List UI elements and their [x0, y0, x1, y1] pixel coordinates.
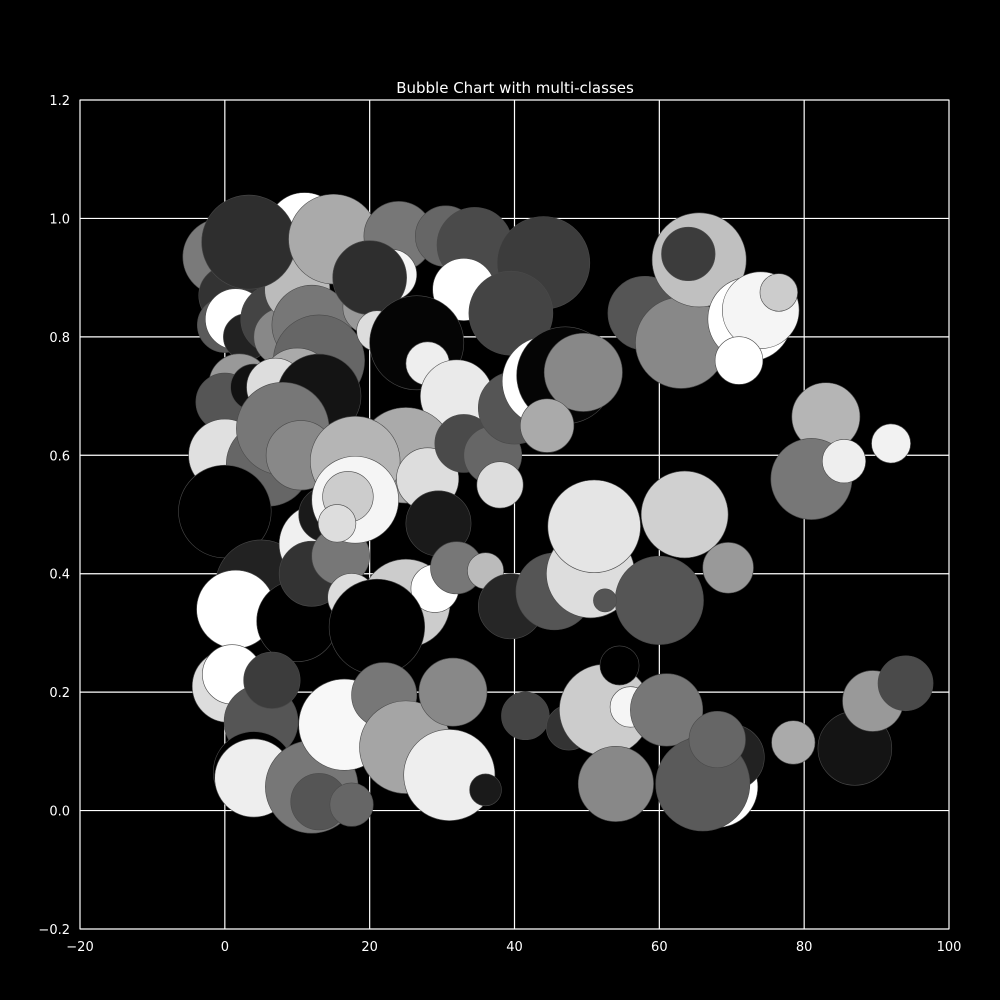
bubble-point: [614, 555, 704, 645]
bubble-point: [871, 423, 911, 464]
y-tick-label: 0.6: [49, 449, 70, 464]
x-tick-label: 80: [796, 940, 813, 955]
bubble-point: [476, 461, 524, 509]
bubble-point: [640, 470, 729, 559]
y-tick-label: 0.2: [49, 686, 70, 701]
x-tick-label: 100: [937, 940, 962, 955]
bubble-point: [501, 691, 550, 741]
bubble-series: [178, 192, 934, 834]
bubble-point: [201, 194, 297, 290]
x-tick-label: 0: [221, 940, 229, 955]
y-tick-label: 0.4: [49, 568, 70, 583]
bubble-point: [243, 651, 301, 709]
x-tick-label: −20: [66, 940, 93, 955]
bubble-point: [547, 479, 641, 573]
x-tick-label: 60: [651, 940, 668, 955]
bubble-point: [599, 645, 640, 686]
bubble-point: [593, 588, 617, 613]
bubble-point: [702, 542, 754, 594]
bubble-point: [317, 504, 357, 543]
bubble-point: [329, 782, 374, 827]
x-tick-label: 40: [506, 940, 523, 955]
y-axis-ticks: −0.2 0.0 0.2 0.4 0.6 0.8 1.0 1.2: [38, 94, 70, 938]
chart-title: Bubble Chart with multi-classes: [396, 79, 634, 97]
bubble-point: [661, 226, 716, 282]
y-tick-label: 0.0: [49, 805, 70, 820]
bubble-point: [328, 578, 426, 676]
bubble-point: [469, 773, 502, 807]
bubble-point: [543, 332, 623, 412]
bubble-point: [519, 398, 575, 453]
plot-area-frame: [79, 99, 950, 930]
y-tick-label: −0.2: [38, 923, 70, 938]
bubble-point: [630, 673, 704, 747]
bubble-point: [688, 710, 746, 769]
bubble-point: [821, 439, 867, 484]
bubble-point: [877, 655, 934, 712]
y-tick-label: 1.0: [49, 212, 70, 227]
bubble-point: [771, 720, 816, 765]
bubble-point: [577, 745, 654, 822]
bubble-point: [759, 273, 798, 312]
x-tick-label: 20: [361, 940, 378, 955]
y-tick-label: 0.8: [49, 331, 70, 346]
x-axis-ticks: −20 0 20 40 60 80 100: [66, 940, 961, 955]
bubble-point: [714, 336, 764, 385]
bubble-point: [418, 657, 488, 727]
y-tick-label: 1.2: [49, 94, 70, 109]
